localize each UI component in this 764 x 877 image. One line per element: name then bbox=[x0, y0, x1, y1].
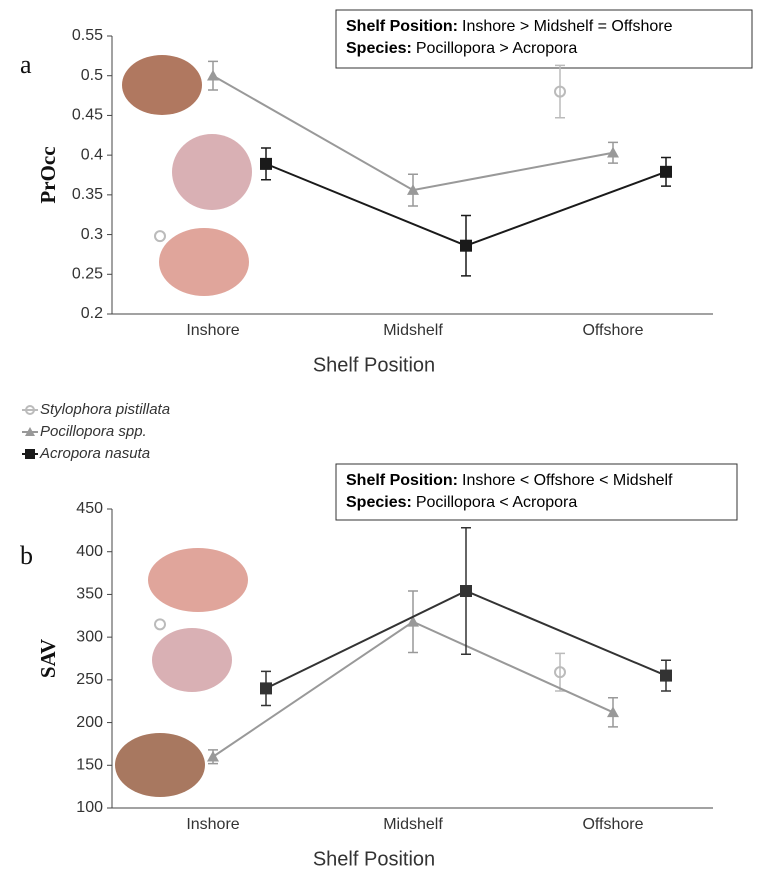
y-tick-label: 350 bbox=[76, 586, 103, 603]
error-bar bbox=[555, 64, 565, 119]
point bbox=[660, 165, 672, 178]
point bbox=[407, 615, 419, 627]
annotation-text: Inshore < Offshore < Midshelf bbox=[462, 472, 673, 489]
point bbox=[607, 706, 619, 718]
x-tick-label: Offshore bbox=[582, 322, 643, 339]
y-tick-label: 0.25 bbox=[72, 266, 103, 283]
coral-image bbox=[122, 55, 202, 115]
annotation: Shelf Position: Inshore < Offshore < Mids… bbox=[346, 472, 673, 489]
point bbox=[154, 230, 166, 243]
point bbox=[260, 157, 272, 170]
annotation-label: Shelf Position: bbox=[346, 472, 458, 489]
y-tick-label: 0.55 bbox=[72, 27, 103, 44]
coral-images bbox=[115, 55, 252, 797]
y-tick-label: 0.35 bbox=[72, 186, 103, 203]
point bbox=[554, 85, 566, 98]
point bbox=[207, 750, 219, 762]
annotation-text: Pocillopora < Acropora bbox=[416, 494, 578, 511]
point bbox=[154, 618, 166, 631]
x-tick-label: Inshore bbox=[186, 816, 239, 833]
y-tick-label: 250 bbox=[76, 671, 103, 688]
legend-label: Acropora nasuta bbox=[39, 445, 150, 462]
y-tick-label: 150 bbox=[76, 757, 103, 774]
point bbox=[407, 184, 419, 195]
y-tick-label: 0.5 bbox=[81, 67, 103, 84]
y-tick-label: 0.2 bbox=[81, 305, 103, 322]
panel-letter: b bbox=[20, 541, 33, 570]
y-tick-label: 0.3 bbox=[81, 226, 103, 243]
annotation-box bbox=[335, 9, 753, 69]
annotation-box bbox=[335, 463, 738, 521]
x-tick-label: Midshelf bbox=[383, 816, 443, 833]
point bbox=[460, 239, 472, 252]
coral-image bbox=[159, 228, 249, 296]
coral-image bbox=[148, 548, 248, 612]
x-tick-label: Midshelf bbox=[383, 322, 443, 339]
y-tick-label: 300 bbox=[76, 628, 103, 645]
point bbox=[25, 405, 35, 415]
point bbox=[660, 669, 672, 682]
annotation-label: Species: bbox=[346, 40, 412, 57]
coral-image bbox=[115, 733, 205, 797]
annotation-label: Species: bbox=[346, 494, 412, 511]
y-axis-label: PrOcc bbox=[36, 146, 60, 203]
point bbox=[460, 585, 472, 598]
annotation-text: Inshore > Midshelf = Offshore bbox=[462, 18, 673, 35]
x-tick-label: Offshore bbox=[582, 816, 643, 833]
legend-label: Pocillopora spp. bbox=[40, 423, 147, 440]
y-tick-label: 0.4 bbox=[81, 146, 103, 163]
x-axis-label: Shelf Position bbox=[313, 848, 435, 870]
y-tick-label: 0.45 bbox=[72, 107, 103, 124]
y-tick-label: 400 bbox=[76, 543, 103, 560]
coral-image bbox=[152, 628, 232, 692]
point bbox=[554, 666, 566, 679]
point bbox=[207, 69, 219, 81]
y-tick-label: 100 bbox=[76, 799, 103, 816]
coral-image bbox=[172, 134, 252, 210]
x-axis-label: Shelf Position bbox=[313, 354, 435, 376]
panel-letter: a bbox=[20, 50, 32, 79]
legend-label: Stylophora pistillata bbox=[40, 401, 170, 418]
annotation: Species: Pocillopora > Acropora bbox=[346, 40, 577, 57]
y-tick-label: 200 bbox=[76, 714, 103, 731]
error-bar bbox=[555, 652, 565, 692]
annotation: Species: Pocillopora < Acropora bbox=[346, 494, 577, 511]
point bbox=[607, 146, 619, 158]
annotation-label: Shelf Position: bbox=[346, 18, 458, 35]
annotation-text: Pocillopora > Acropora bbox=[416, 40, 578, 57]
x-tick-label: Inshore bbox=[186, 322, 239, 339]
point bbox=[25, 449, 35, 459]
annotation: Shelf Position: Inshore > Midshelf = Offs… bbox=[346, 18, 673, 35]
point bbox=[25, 427, 35, 436]
point bbox=[260, 682, 272, 695]
y-tick-label: 450 bbox=[76, 500, 103, 517]
series-line bbox=[212, 74, 614, 192]
y-axis-label: SAV bbox=[36, 639, 60, 678]
